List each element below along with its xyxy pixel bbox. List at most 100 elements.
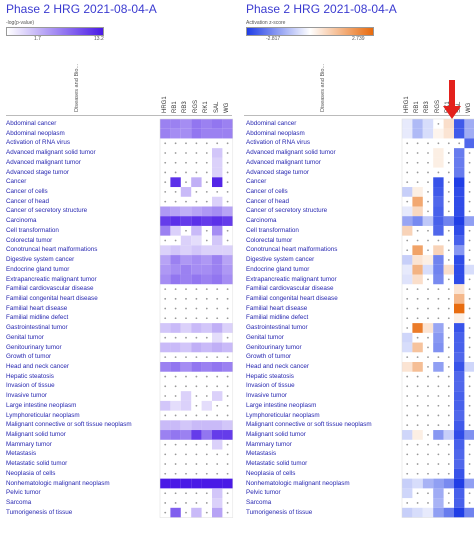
heatmap-cell [464, 216, 474, 226]
heatmap-cell [454, 187, 465, 197]
heatmap-empty-dot [427, 191, 429, 193]
heatmap-empty-dot [174, 142, 177, 145]
heatmap-empty-dot [185, 200, 187, 203]
heatmap-empty-dot [195, 336, 198, 339]
heatmap-cell [422, 507, 434, 518]
heatmap-empty-dot [406, 502, 409, 504]
heatmap-empty-dot [226, 288, 229, 290]
heatmap-cell [212, 148, 223, 158]
heatmap-empty-dot [447, 239, 450, 242]
heatmap-cell [454, 235, 465, 246]
heatmap-cell [454, 313, 465, 324]
heatmap-empty-dot [174, 152, 177, 154]
row-label: Tumorigenesis of tissue [6, 508, 73, 516]
heatmap-cell [412, 128, 423, 139]
heatmap-empty-dot [468, 161, 471, 164]
heatmap-empty-dot [185, 453, 187, 456]
heatmap-empty-dot [416, 181, 419, 184]
heatmap-empty-dot [195, 375, 198, 378]
heatmap-empty-dot [226, 239, 229, 242]
heatmap-cell [222, 362, 233, 372]
heatmap-empty-dot [416, 443, 419, 446]
heatmap-cell [191, 264, 202, 275]
row-label: Mammary tumor [6, 440, 52, 448]
heatmap-cell [454, 371, 465, 382]
heatmap-empty-dot [447, 142, 450, 145]
heatmap-empty-dot [416, 152, 419, 154]
heatmap-cell [201, 206, 212, 217]
heatmap-cell [170, 225, 181, 236]
heatmap-empty-dot [185, 142, 187, 145]
legend-max: 2.739 [352, 36, 365, 42]
heatmap-empty-dot [406, 239, 409, 242]
heatmap-empty-dot [468, 472, 471, 475]
heatmap-empty-dot [427, 210, 429, 213]
heatmap-cell [454, 488, 465, 499]
heatmap-empty-dot [216, 472, 219, 475]
heatmap-empty-dot [468, 424, 471, 427]
heatmap-empty-dot [427, 346, 429, 349]
heatmap-empty-dot [195, 492, 198, 495]
heatmap-empty-dot [164, 511, 167, 514]
heatmap-empty-dot [416, 161, 419, 164]
heatmap-cell [212, 391, 223, 401]
heatmap-empty-dot [427, 472, 429, 475]
heatmap-empty-dot [468, 288, 471, 290]
heatmap-cell [402, 362, 413, 372]
heatmap-cell [222, 478, 233, 489]
heatmap-empty-dot [427, 297, 429, 300]
heatmap-cell [402, 128, 413, 139]
heatmap-cell [402, 430, 413, 440]
heatmap-cell [454, 410, 465, 421]
heatmap-empty-dot [427, 307, 429, 310]
heatmap-cell [433, 196, 444, 207]
heatmap-empty-dot [174, 239, 177, 242]
heatmap-empty-dot [164, 492, 167, 495]
row-label: Hepatic steatosis [6, 372, 54, 380]
heatmap-empty-dot [174, 161, 177, 164]
heatmap-empty-dot [447, 297, 450, 300]
heatmap-empty-dot [427, 239, 429, 242]
row-label: Advanced stage tumor [6, 168, 70, 176]
heatmap-empty-dot [226, 191, 229, 193]
heatmap-empty-dot [185, 443, 187, 446]
heatmap-empty-dot [427, 414, 429, 417]
heatmap-cell [454, 362, 465, 372]
heatmap-empty-dot [185, 152, 187, 154]
row-label: Abdominal neoplasm [246, 129, 305, 137]
heatmap-cell [222, 264, 233, 275]
heatmap-empty-dot [427, 142, 429, 145]
row-label: Hepatic steatosis [246, 372, 294, 380]
heatmap-empty-dot [185, 288, 187, 290]
heatmap-empty-dot [468, 191, 471, 193]
heatmap-empty-dot [216, 375, 219, 378]
heatmap-cell [464, 507, 474, 518]
heatmap-empty-dot [427, 365, 429, 368]
heatmap-empty-dot [447, 375, 450, 378]
heatmap-cell [454, 468, 465, 479]
heatmap-cell [422, 264, 434, 275]
heatmap-cell [180, 235, 192, 246]
heatmap-empty-dot [437, 122, 440, 125]
heatmap-cell [454, 284, 465, 294]
row-label: Advanced stage tumor [246, 168, 310, 176]
heatmap-empty-dot [195, 200, 198, 203]
heatmap-empty-dot [195, 142, 198, 145]
heatmap-empty-dot [226, 142, 229, 145]
heatmap-cell [201, 342, 212, 353]
heatmap-cell [402, 255, 413, 265]
heatmap-empty-dot [437, 297, 440, 300]
heatmap-empty-dot [427, 443, 429, 446]
heatmap-cell [433, 507, 444, 518]
row-label: Nonhematologic malignant neoplasm [246, 479, 350, 487]
heatmap-empty-dot [226, 511, 229, 514]
heatmap-cell [191, 216, 202, 226]
heatmap-empty-dot [437, 472, 440, 475]
heatmap-cell [412, 478, 423, 489]
heatmap-empty-dot [164, 152, 167, 154]
heatmap-empty-dot [174, 463, 177, 465]
row-label: Malignant solid tumor [246, 431, 306, 439]
heatmap-empty-dot [174, 297, 177, 300]
heatmap-cell [170, 177, 181, 188]
heatmap-cell [201, 119, 212, 129]
